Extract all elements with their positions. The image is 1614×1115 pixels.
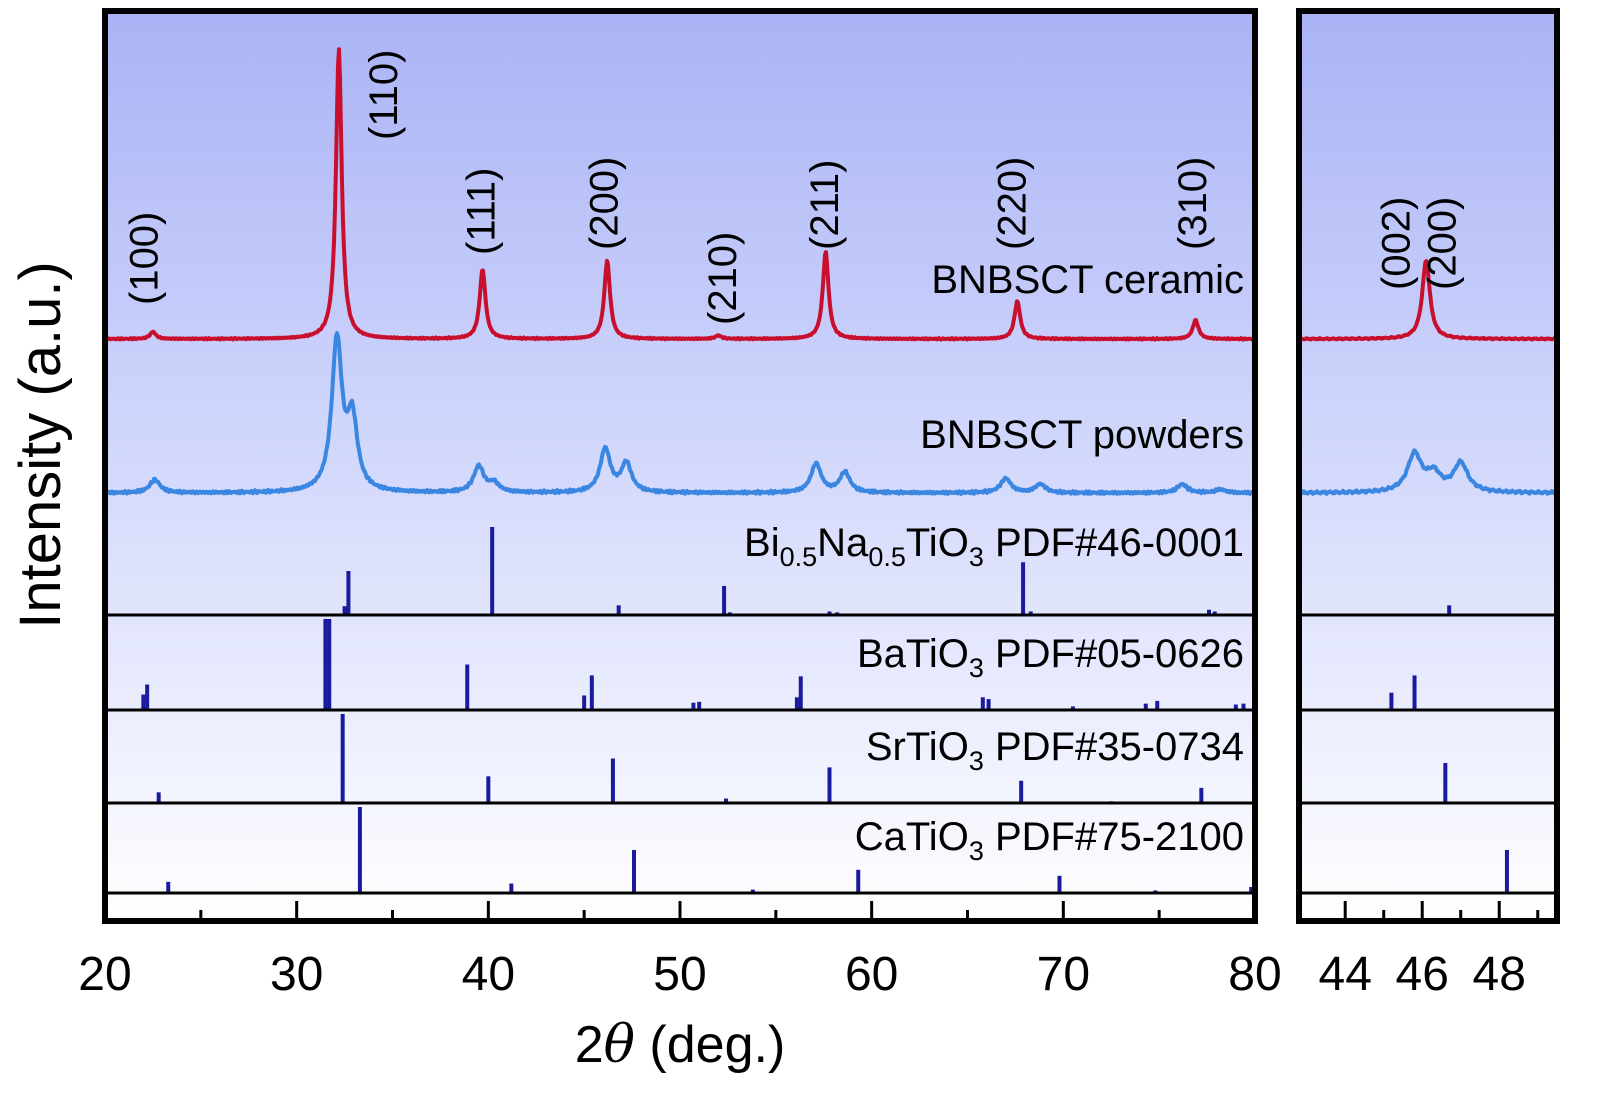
x-tick-label: 40 xyxy=(462,948,515,1001)
main-panel-background xyxy=(105,11,1255,921)
reference-pattern-label: SrTiO3 PDF#35-0734 xyxy=(866,725,1244,776)
y-axis-label: Intensity (a.u.) xyxy=(8,261,73,628)
zoom-peak-label: (200) xyxy=(1420,197,1464,290)
zoom-x-tick-label: 44 xyxy=(1319,948,1372,1001)
zoom-peak-label: (002) xyxy=(1374,197,1418,290)
peak-label: (110) xyxy=(362,50,406,140)
zoom-series-line-ceramic xyxy=(1297,259,1559,342)
x-tick-label: 60 xyxy=(845,948,898,1001)
zoom-frame xyxy=(1296,8,1560,924)
series-line-powders xyxy=(104,331,1256,496)
peak-label: (100) xyxy=(122,212,166,305)
peak-label: (200) xyxy=(582,157,626,250)
peak-label: (111) xyxy=(460,168,504,255)
x-tick-label: 20 xyxy=(78,948,131,1001)
main-panel xyxy=(102,8,1258,924)
text-layer: 20 30 40 50 60 70 80 44 46 48 2θ (deg.) Intensity (… xyxy=(8,50,1526,1075)
series-label: BNBSCT powders xyxy=(920,413,1244,457)
series-line-ceramic xyxy=(103,47,1257,342)
zoom-series-line-powders xyxy=(1297,448,1559,496)
peak-label: (210) xyxy=(701,232,745,325)
zoom-panel xyxy=(1296,8,1560,924)
x-tick-label: 30 xyxy=(270,948,323,1001)
x-axis-label: 2θ (deg.) xyxy=(575,1015,786,1075)
x-tick-label: 80 xyxy=(1228,948,1281,1001)
zoom-x-tick-label: 48 xyxy=(1473,948,1526,1001)
reference-pattern-label: CaTiO3 PDF#75-2100 xyxy=(855,815,1244,866)
reference-pattern-label: BaTiO3 PDF#05-0626 xyxy=(857,632,1244,683)
peak-label: (220) xyxy=(991,157,1035,250)
zoom-x-tick-label: 46 xyxy=(1396,948,1449,1001)
series-label: BNBSCT ceramic xyxy=(931,258,1244,302)
peak-label: (211) xyxy=(803,160,847,250)
x-tick-label: 70 xyxy=(1037,948,1090,1001)
reference-pattern-label: Bi0.5Na0.5TiO3 PDF#46-0001 xyxy=(744,521,1244,572)
x-tick-label: 50 xyxy=(653,948,706,1001)
peak-label: (310) xyxy=(1171,157,1215,250)
